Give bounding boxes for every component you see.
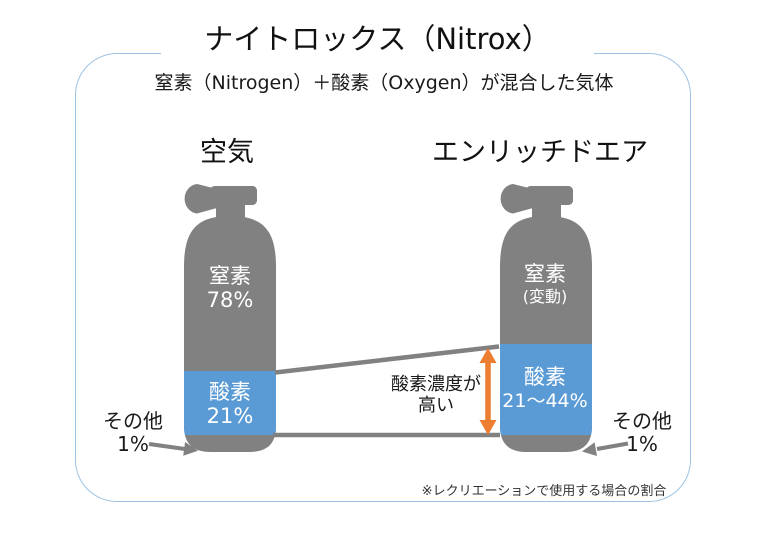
oxygen-name: 酸素 (209, 380, 251, 404)
oxygen-concentration-note: 酸素濃度が 高い (391, 374, 481, 416)
other-name: その他 (612, 409, 672, 433)
oxygen-band (184, 371, 276, 435)
valve-knob-icon (500, 184, 533, 214)
air-tank-icon (184, 184, 276, 452)
right-other-note: その他 1% (612, 410, 672, 456)
left-tank-oxygen-label: 酸素 21% (207, 380, 254, 428)
note-line-2: 高い (418, 395, 454, 416)
nitrogen-name: 窒素 (524, 262, 566, 286)
left-other-note: その他 1% (103, 410, 163, 456)
oxygen-range-arrow-up-icon (479, 348, 497, 363)
nitrogen-name: 窒素 (209, 264, 251, 288)
other-pointer-arrow-left-shaft (148, 442, 186, 451)
valve-knob-icon (184, 184, 217, 214)
other-pointer-arrow-right-shaft (596, 441, 629, 451)
other-pointer-arrow-right-icon (582, 442, 597, 456)
other-value: 1% (626, 432, 658, 456)
page-title: ナイトロックス（Nitrox） (161, 20, 594, 58)
oxygen-value: 21% (206, 404, 254, 428)
oxygen-band (500, 344, 592, 435)
page-subtitle: 窒素（Nitrogen）＋酸素（Oxygen）が混合した気体 (154, 72, 614, 94)
enriched-air-tank-icon (500, 184, 592, 452)
other-name: その他 (103, 409, 163, 433)
oxygen-range-arrow-down-icon (479, 420, 497, 435)
left-tank-label: 空気 (200, 137, 254, 168)
right-tank-nitrogen-label: 窒素 (変動) (523, 262, 568, 306)
oxygen-name: 酸素 (523, 365, 566, 389)
oxygen-top-connector-line (274, 344, 500, 375)
nitrogen-value: (変動) (522, 287, 568, 306)
right-tank-oxygen-label: 酸素 21～44% (502, 365, 587, 412)
right-tank-label: エンリッチドエア (432, 137, 648, 168)
footnote: ※レクリエーションで使用する場合の割合 (421, 484, 667, 499)
nitrogen-value: 78% (206, 288, 254, 312)
note-line-1: 酸素濃度が (391, 374, 481, 395)
other-pointer-arrow-left-icon (183, 442, 198, 456)
left-tank-nitrogen-label: 窒素 78% (207, 264, 254, 312)
other-value: 1% (117, 432, 149, 456)
oxygen-value: 21～44% (502, 390, 588, 412)
